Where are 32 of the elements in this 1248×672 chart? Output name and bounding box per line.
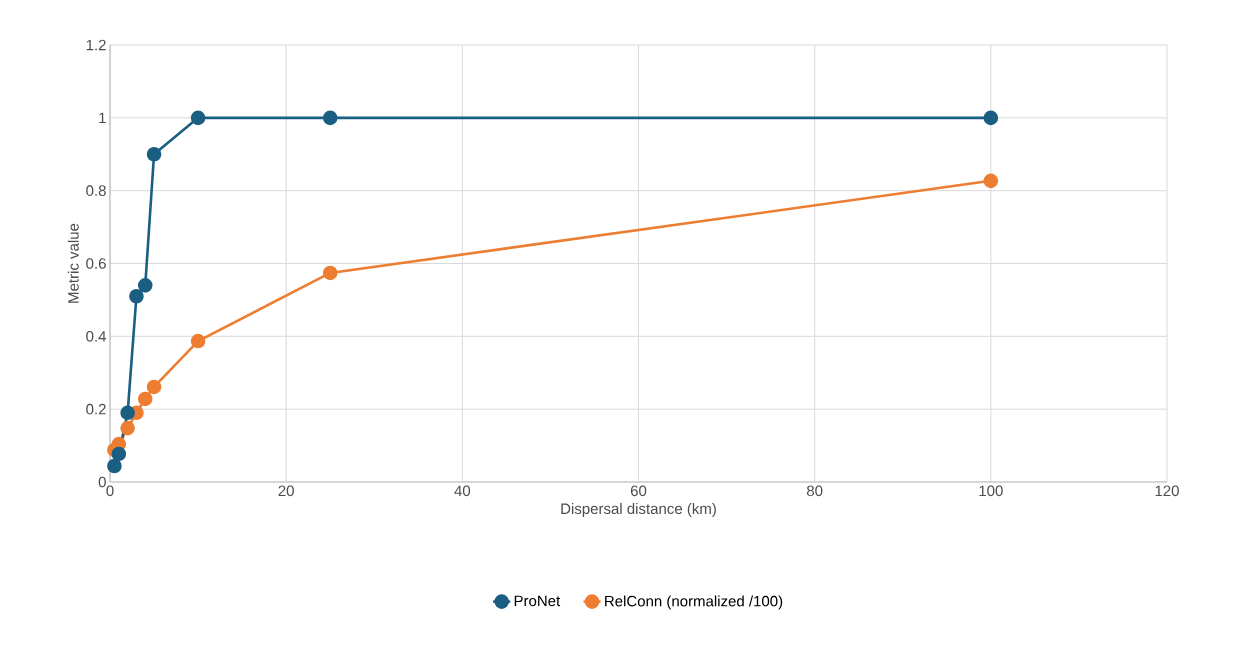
y-tick-label: 0.8	[86, 185, 106, 196]
x-tick-label: 120	[1155, 485, 1179, 497]
point	[137, 391, 153, 407]
y-tick-label: 1.2	[86, 39, 106, 51]
x-tick-label: 60	[630, 485, 647, 497]
point	[983, 173, 999, 189]
point	[146, 379, 162, 395]
y-tick-label: 1	[99, 112, 106, 123]
point	[190, 110, 206, 126]
point	[983, 110, 999, 126]
point	[129, 288, 144, 304]
x-tick-label: 80	[806, 485, 823, 497]
point	[146, 146, 162, 162]
point	[111, 446, 127, 462]
point	[137, 278, 153, 293]
legend-label: ProNet	[514, 595, 561, 607]
y-tick-label: 0.2	[86, 403, 106, 415]
point	[190, 333, 206, 349]
x-axis-title: Dispersal distance (km)	[561, 503, 716, 517]
x-tick-label: 20	[278, 485, 294, 497]
x-tick-label: 40	[454, 485, 471, 497]
point	[322, 110, 338, 126]
point	[322, 265, 338, 281]
y-tick-label: 0.4	[86, 331, 107, 342]
y-tick-label: 0.6	[86, 258, 106, 269]
y-tick-label: 0	[98, 476, 106, 488]
x-tick-label: 100	[979, 485, 1003, 497]
point	[107, 458, 122, 474]
legend-label: RelConn (normalized /100)	[605, 595, 783, 610]
point	[120, 420, 135, 436]
y-axis-title: Metric value	[67, 223, 79, 303]
point	[120, 405, 135, 421]
